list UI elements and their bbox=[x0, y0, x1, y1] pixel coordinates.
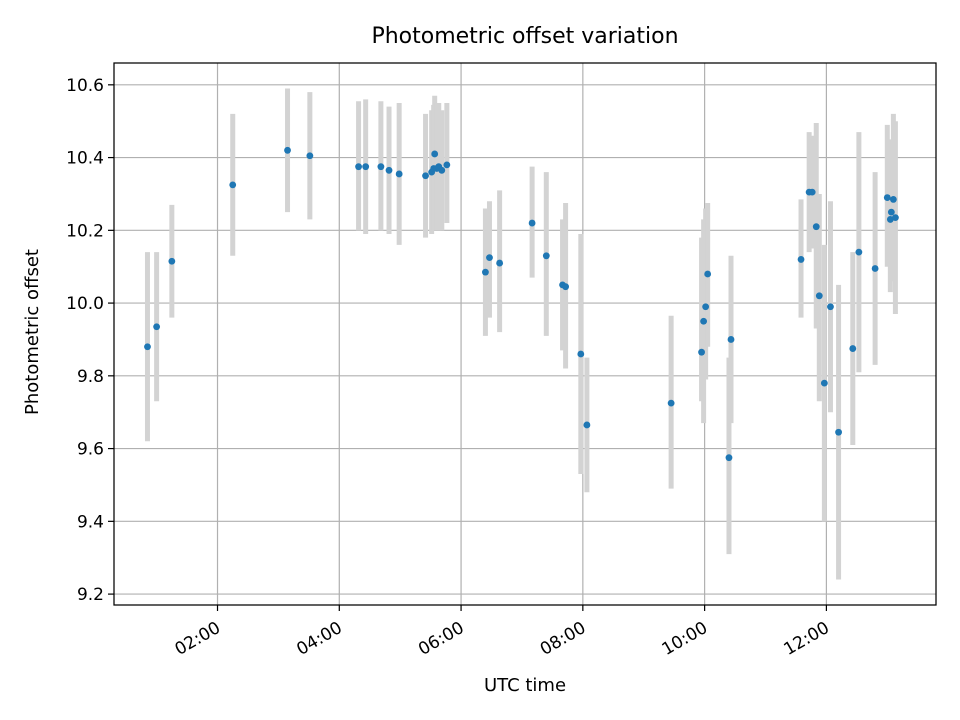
data-point bbox=[482, 268, 489, 276]
data-point bbox=[562, 283, 569, 291]
data-point bbox=[815, 292, 823, 300]
data-points bbox=[144, 146, 899, 462]
data-point bbox=[528, 219, 536, 227]
data-point bbox=[883, 194, 891, 201]
data-point bbox=[385, 166, 393, 174]
data-point bbox=[835, 428, 842, 436]
data-point bbox=[583, 421, 591, 429]
data-point bbox=[827, 303, 834, 311]
data-point bbox=[355, 163, 362, 171]
data-point bbox=[808, 188, 816, 196]
plot-frame bbox=[113, 62, 937, 606]
y-tick-label: 9.8 bbox=[77, 367, 104, 387]
y-axis-label: Photometric offset bbox=[22, 249, 43, 415]
data-point bbox=[144, 343, 151, 351]
data-point bbox=[871, 265, 879, 272]
data-point bbox=[727, 336, 735, 343]
data-point bbox=[496, 259, 504, 267]
data-point bbox=[306, 152, 314, 160]
data-point bbox=[486, 254, 493, 262]
data-point bbox=[284, 146, 291, 154]
data-point bbox=[229, 181, 237, 189]
y-tick-label: 9.6 bbox=[77, 440, 104, 460]
data-point bbox=[702, 303, 710, 311]
data-point bbox=[887, 208, 895, 216]
data-point bbox=[153, 323, 161, 331]
data-point bbox=[700, 317, 708, 325]
data-point bbox=[889, 196, 897, 203]
data-point bbox=[698, 348, 705, 356]
chart-title: Photometric offset variation bbox=[371, 24, 678, 49]
y-tick-label: 10.6 bbox=[66, 76, 104, 96]
data-point bbox=[542, 252, 550, 260]
data-point bbox=[168, 257, 176, 265]
data-point bbox=[395, 170, 403, 178]
data-point bbox=[577, 350, 585, 358]
data-point bbox=[849, 345, 857, 352]
data-point bbox=[362, 163, 370, 171]
data-point bbox=[725, 454, 733, 462]
data-point bbox=[431, 150, 439, 158]
data-point bbox=[422, 172, 429, 180]
data-point bbox=[443, 161, 451, 169]
y-tick-label: 9.2 bbox=[77, 585, 104, 605]
x-axis-label: UTC time bbox=[484, 675, 566, 696]
data-point bbox=[812, 223, 820, 231]
y-tick-label: 9.4 bbox=[77, 512, 104, 532]
y-tick-label: 10.4 bbox=[66, 149, 104, 169]
data-point bbox=[704, 270, 712, 278]
y-tick-label: 10.2 bbox=[66, 221, 104, 241]
data-point bbox=[892, 214, 899, 221]
data-point bbox=[820, 379, 828, 387]
data-point bbox=[438, 166, 446, 174]
data-point bbox=[855, 248, 863, 256]
data-point bbox=[797, 256, 805, 263]
data-point bbox=[667, 399, 675, 407]
y-tick-label: 10.0 bbox=[66, 294, 104, 314]
data-point bbox=[377, 163, 385, 171]
